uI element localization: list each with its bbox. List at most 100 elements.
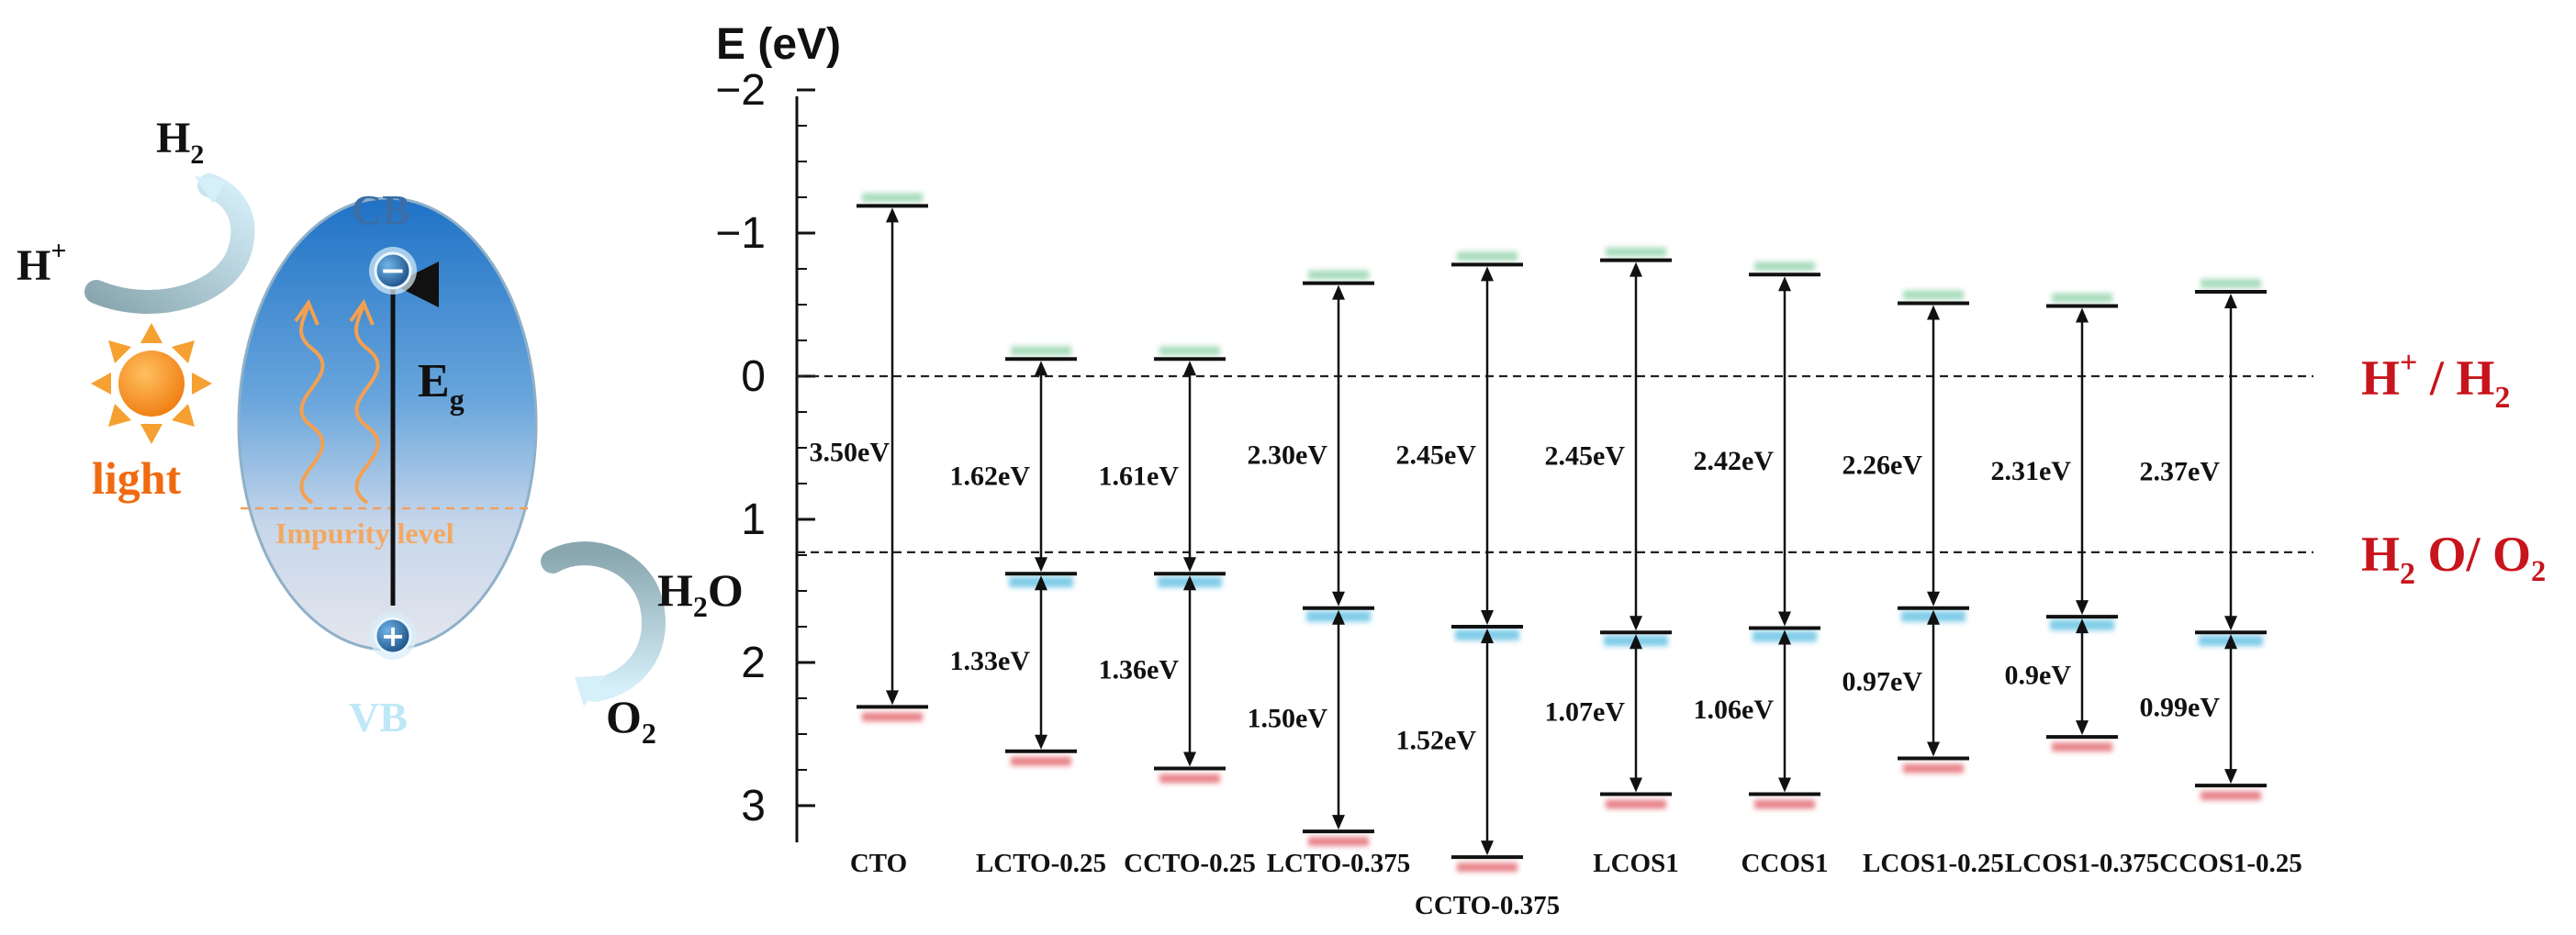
- arrow-head-down-icon: [2224, 616, 2237, 631]
- gap-upper-label: 2.37eV: [2140, 457, 2221, 487]
- light-label: light: [92, 452, 182, 504]
- ref-label-part: H: [2361, 527, 2400, 582]
- gap-lower-label: 1.06eV: [1694, 695, 1775, 725]
- gap-upper-label: 2.26eV: [1842, 451, 1923, 481]
- material-bands: 3.50eV CTO 1.62eV 1.33eV LCTO-0.25 1.61eV 1.36…: [810, 193, 2302, 920]
- gap-lower-label: 0.99eV: [2140, 693, 2221, 723]
- material-column: 2.45eV 1.07eV LCOS1: [1545, 247, 1679, 878]
- material-label: CCOS1-0.25: [2159, 849, 2302, 878]
- o2-label: O2: [606, 691, 656, 750]
- o2-arrow-head-icon: [575, 675, 606, 707]
- gap-upper-label: 2.30eV: [1248, 440, 1328, 471]
- cb-shade: [1754, 262, 1815, 272]
- arrow-head-up-icon: [1778, 629, 1791, 645]
- y-tick-label: 1: [741, 495, 766, 544]
- cb-shade: [1457, 251, 1518, 262]
- vb-shade: [1011, 756, 1071, 766]
- material-label: CCTO-0.375: [1415, 891, 1560, 920]
- cb-shade: [1308, 270, 1369, 280]
- cb-shade: [1903, 290, 1964, 300]
- arrow-head-down-icon: [1183, 751, 1196, 767]
- h2o-label: H2O: [657, 564, 744, 623]
- arrow-head-up-icon: [1927, 305, 1940, 320]
- arrow-head-up-icon: [1035, 575, 1047, 591]
- photocatalysis-schematic: H2 H+ light CB VB: [17, 114, 744, 750]
- arrow-head-down-icon: [1927, 741, 1940, 757]
- material-column: 2.31eV 0.9eV LCOS1-0.375: [1991, 293, 2159, 878]
- y-tick-label: 2: [741, 639, 766, 687]
- material-label: LCTO-0.375: [1267, 849, 1411, 878]
- y-tick-label: −1: [715, 209, 766, 258]
- arrow-head-up-icon: [2076, 618, 2089, 634]
- material-label: CTO: [850, 849, 907, 878]
- gap-lower-label: 1.52eV: [1396, 726, 1477, 756]
- material-label: LCOS1: [1593, 849, 1678, 878]
- arrow-head-down-icon: [886, 690, 899, 706]
- material-label: LCOS1-0.375: [2005, 849, 2159, 878]
- gap-lower-label: 1.33eV: [950, 646, 1031, 676]
- arrow-head-down-icon: [1630, 616, 1642, 631]
- arrow-head-up-icon: [1183, 575, 1196, 591]
- arrow-head-up-icon: [1481, 629, 1494, 643]
- eg-label: Eg: [418, 355, 465, 416]
- y-tick-label: −2: [715, 66, 766, 115]
- ref-label-sub: 2: [2494, 381, 2510, 415]
- y-tick-label: 3: [741, 782, 766, 830]
- material-column: 3.50eV CTO: [810, 193, 928, 878]
- arrow-head-down-icon: [1481, 610, 1494, 625]
- h-plus-label: H+: [17, 236, 66, 290]
- material-column: 2.37eV 0.99eV CCOS1-0.25: [2140, 278, 2302, 878]
- arrow-head-up-icon: [1778, 276, 1791, 292]
- impurity-level-label: Impurity level: [275, 517, 454, 550]
- y-axis-ticks: −2 −1 0 1 2 3: [715, 66, 815, 830]
- ref-label-part: H: [2361, 351, 2400, 406]
- o2-evolution-arrow: [541, 541, 666, 702]
- reference-level-label: H2 O/ O₂: [2361, 527, 2546, 591]
- gap-total-label: 3.50eV: [810, 437, 890, 467]
- photon-waves: [294, 298, 380, 505]
- arrow-head-up-icon: [1927, 609, 1940, 625]
- arrow-head-down-icon: [2076, 720, 2089, 736]
- ref-label-sup: +: [2400, 346, 2417, 380]
- cb-shade: [2052, 293, 2112, 303]
- gap-upper-label: 2.31eV: [1991, 456, 2072, 486]
- hole-icon: +: [369, 612, 417, 660]
- sun-icon: [91, 323, 212, 444]
- ref-label-sub: 2: [2400, 557, 2415, 591]
- arrow-head-up-icon: [2076, 307, 2089, 323]
- electron-icon: −: [369, 247, 417, 295]
- arrow-head-down-icon: [1778, 777, 1791, 793]
- h2-label: H2: [156, 114, 204, 170]
- material-column: 2.45eV 1.52eV CCTO-0.375: [1396, 251, 1560, 920]
- reference-level-label: H+ / H2: [2361, 346, 2510, 415]
- cb-shade: [862, 193, 923, 203]
- gap-lower-label: 1.36eV: [1099, 654, 1180, 685]
- arrow-head-down-icon: [1035, 734, 1047, 750]
- vb-shade: [1308, 837, 1369, 847]
- arrow-head-up-icon: [1630, 262, 1642, 277]
- cb-shade: [1159, 346, 1220, 356]
- vb-shade: [1159, 774, 1220, 784]
- vb-shade: [2201, 791, 2261, 801]
- material-label: LCOS1-0.25: [1863, 849, 2004, 878]
- ref-label-part: O/ O₂: [2415, 527, 2546, 582]
- material-column: 2.26eV 0.97eV LCOS1-0.25: [1842, 290, 2004, 878]
- gap-upper-label: 2.45eV: [1396, 440, 1477, 471]
- arrow-head-down-icon: [1481, 840, 1494, 856]
- arrow-head-up-icon: [1183, 361, 1196, 376]
- vb-shade: [1754, 799, 1815, 809]
- arrow-head-up-icon: [2224, 634, 2237, 650]
- material-label: CCOS1: [1741, 849, 1828, 878]
- cb-shade: [2201, 278, 2261, 288]
- arrow-head-down-icon: [2224, 769, 2237, 785]
- material-label: CCTO-0.25: [1124, 849, 1256, 878]
- y-tick-label: 0: [741, 352, 766, 401]
- material-column: 1.62eV 1.33eV LCTO-0.25: [950, 346, 1106, 878]
- cb-shade: [1606, 247, 1666, 257]
- gap-lower-label: 0.9eV: [2005, 661, 2072, 691]
- gap-lower-label: 1.07eV: [1545, 696, 1626, 727]
- arrow-head-down-icon: [1630, 777, 1642, 793]
